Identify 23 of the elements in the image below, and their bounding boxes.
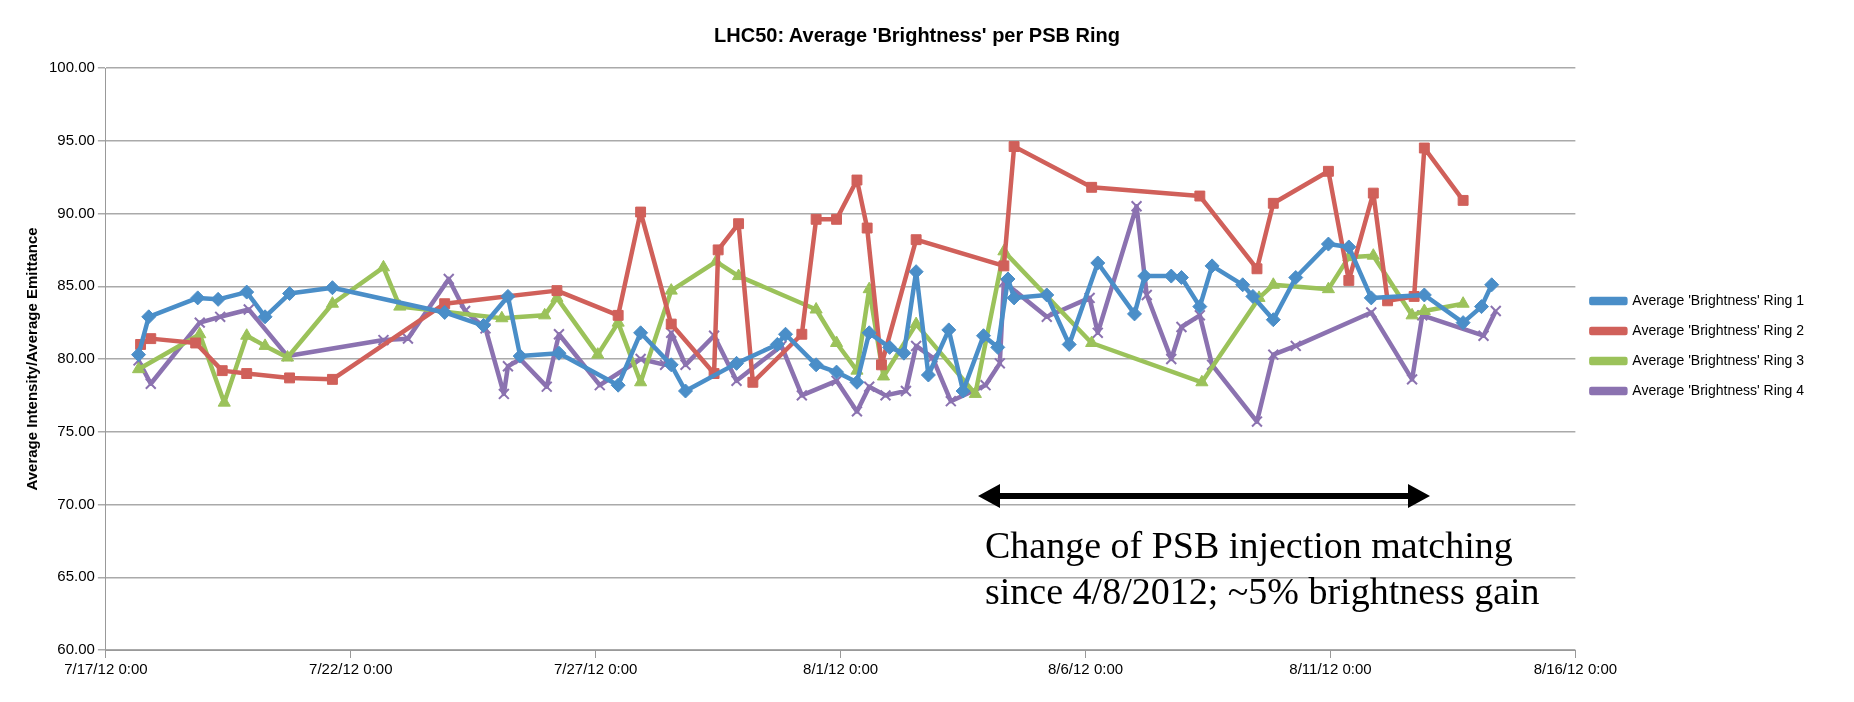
x-tick-label: 8/11/12 0:00 bbox=[1289, 660, 1372, 678]
y-tick-label: 95.00 bbox=[57, 130, 95, 148]
x-tick-label: 8/16/12 0:00 bbox=[1533, 660, 1618, 678]
legend-label: Average 'Brightness' Ring 1 bbox=[1632, 291, 1805, 308]
y-tick-label: 80.00 bbox=[57, 349, 95, 367]
x-tick-label: 7/27/12 0:00 bbox=[554, 660, 638, 678]
y-tick-label: 75.00 bbox=[57, 421, 95, 439]
legend-label: Average 'Brightness' Ring 2 bbox=[1632, 321, 1805, 338]
y-tick-label: 65.00 bbox=[57, 567, 95, 585]
y-tick-label: 100.00 bbox=[48, 58, 95, 76]
y-axis-title: Average Intensity/Average Emittance bbox=[23, 227, 41, 491]
y-tick-label: 90.00 bbox=[57, 203, 95, 221]
annotation: Change of PSB injection matching since 4/8/2012; ~5% brightness gain bbox=[985, 523, 1540, 614]
y-tick-label: 85.00 bbox=[57, 276, 95, 294]
chart-title: LHC50: Average 'Brightness' per PSB Ring bbox=[714, 23, 1120, 46]
legend-label: Average 'Brightness' Ring 3 bbox=[1632, 351, 1805, 368]
y-tick-label: 60.00 bbox=[57, 640, 95, 658]
x-tick-label: 8/6/12 0:00 bbox=[1048, 660, 1124, 678]
y-tick-label: 70.00 bbox=[57, 494, 95, 512]
x-tick-label: 7/22/12 0:00 bbox=[309, 660, 393, 678]
x-tick-label: 7/17/12 0:00 bbox=[64, 660, 148, 678]
x-tick-label: 8/1/12 0:00 bbox=[803, 660, 879, 678]
legend-label: Average 'Brightness' Ring 4 bbox=[1632, 381, 1805, 398]
